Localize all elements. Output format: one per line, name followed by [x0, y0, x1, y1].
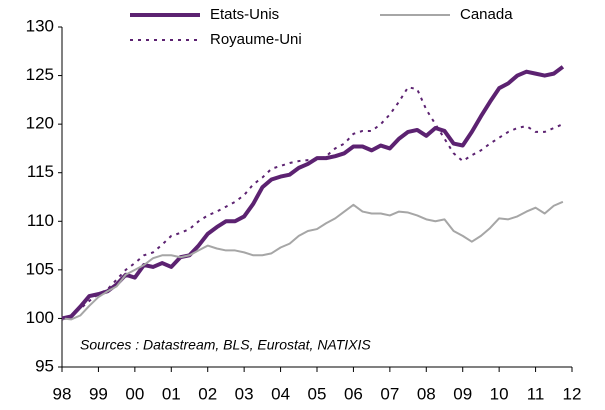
y-tick-label: 125 — [26, 65, 54, 84]
x-tick-label: 04 — [271, 384, 290, 403]
x-tick-label: 02 — [198, 384, 217, 403]
y-tick-label: 120 — [26, 114, 54, 133]
x-tick-label: 10 — [490, 384, 509, 403]
y-tick-label: 130 — [26, 16, 54, 35]
y-tick-label: 105 — [26, 259, 54, 278]
x-tick-label: 07 — [380, 384, 399, 403]
x-tick-label: 98 — [53, 384, 72, 403]
x-tick-label: 11 — [527, 384, 545, 403]
x-tick-label: 12 — [563, 384, 582, 403]
x-tick-label: 00 — [125, 384, 144, 403]
series-line — [61, 200, 564, 321]
legend-label: Canada — [460, 6, 513, 23]
x-tick-label: 09 — [453, 384, 472, 403]
legend-label: Royaume-Uni — [210, 31, 302, 48]
y-tick-label: 115 — [27, 162, 54, 181]
x-tick-label: 05 — [308, 384, 327, 403]
y-tick-label: 110 — [27, 211, 54, 230]
y-tick-label: 95 — [35, 356, 54, 375]
x-tick-label: 03 — [235, 384, 254, 403]
x-tick-label: 01 — [162, 384, 181, 403]
series-line — [61, 65, 565, 321]
annotation: Sources : Datastream, BLS, Eurostat, NAT… — [80, 337, 371, 353]
series-line — [61, 86, 564, 320]
x-tick-label: 06 — [344, 384, 363, 403]
y-tick-label: 100 — [26, 308, 54, 327]
x-tick-label: 99 — [89, 384, 108, 403]
legend-label: Etats-Unis — [210, 6, 279, 23]
x-tick-label: 08 — [417, 384, 436, 403]
